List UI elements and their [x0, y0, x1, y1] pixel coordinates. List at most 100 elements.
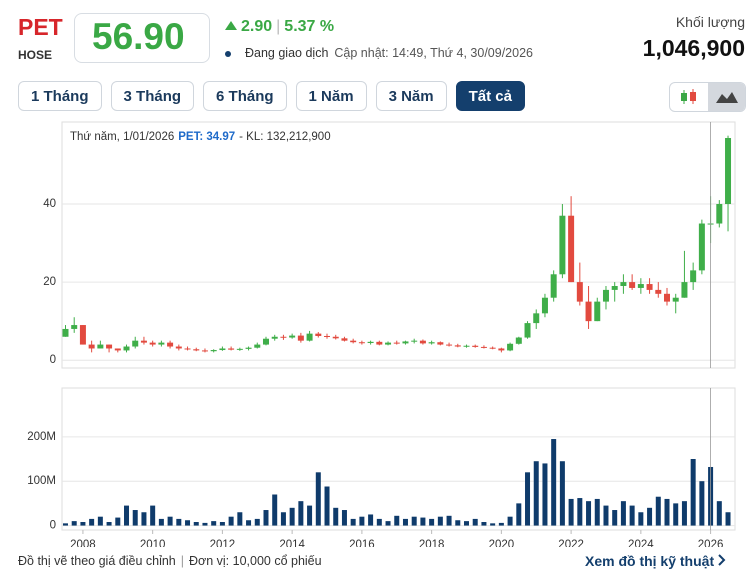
volume-bar [115, 517, 121, 526]
chart: 0 20 40 Thứ năm, 1/01/2026 PET: 34.97 - KL: 1… [27, 121, 736, 547]
candle-body [611, 286, 618, 290]
area-icon[interactable] [707, 83, 745, 111]
volume-bar [167, 516, 173, 526]
volume-bar [124, 505, 130, 526]
volume-bar [681, 501, 687, 526]
candle-body [254, 344, 261, 348]
volume-bar [612, 510, 618, 526]
volume-bar [568, 498, 574, 526]
volume-bar [368, 514, 374, 526]
candle-body [716, 204, 723, 224]
volume-bar [507, 516, 513, 526]
y-tick-label: 200M [27, 431, 56, 443]
volume-bar [690, 459, 696, 526]
volume-bar [516, 503, 522, 526]
candle-body [88, 344, 95, 349]
candle-body [376, 341, 383, 345]
candle-icon[interactable] [670, 83, 708, 111]
candle-body [393, 342, 400, 344]
volume-bar [80, 522, 86, 526]
volume-bar [228, 516, 234, 526]
volume-bar [542, 463, 548, 526]
candle-body [524, 323, 531, 338]
candle-body [428, 342, 435, 344]
candle-body [541, 297, 548, 314]
range-tab[interactable]: 1 Năm [295, 81, 367, 111]
candle-body [437, 342, 444, 345]
candle-body [228, 348, 235, 350]
link-text[interactable]: Xem đồ thị kỹ thuật [584, 553, 715, 569]
candle-body [515, 337, 522, 344]
candle-body [175, 346, 182, 349]
candle-body [463, 345, 470, 347]
candle-body [419, 340, 426, 344]
y-tick-label: 0 [50, 354, 56, 366]
candle-body [411, 340, 418, 342]
x-tick-label: 2022 [558, 539, 584, 547]
candle-body [472, 345, 479, 347]
candle-body [289, 335, 296, 338]
candle-body [71, 325, 78, 329]
range-tab[interactable]: 1 Tháng [18, 81, 102, 111]
range-tab[interactable]: 3 Năm [375, 81, 447, 111]
separator: | [276, 18, 281, 35]
candle-body [193, 349, 200, 351]
candle-body [184, 348, 191, 350]
volume-bar [429, 518, 435, 526]
volume-bar [376, 518, 382, 526]
volume-bar [315, 472, 321, 526]
volume-bar [394, 515, 400, 526]
candle-body [332, 336, 339, 339]
candle-body [350, 340, 357, 343]
candle-body [550, 274, 557, 298]
candle-body [123, 346, 130, 351]
candle-body [210, 350, 217, 352]
chart-type-toggle [669, 82, 746, 112]
panel-frame [61, 121, 736, 369]
technical-chart-link[interactable]: Xem đồ thị kỹ thuật [585, 553, 726, 569]
candle-body [454, 345, 461, 347]
volume-bar [533, 461, 539, 526]
price: 56.90 [92, 16, 185, 57]
x-tick-label: 2012 [210, 539, 236, 547]
range-tabs: 1 Tháng 3 Tháng 6 Tháng 1 Năm 3 Năm Tất cả [18, 81, 525, 111]
candle-body [594, 301, 601, 322]
candle-body [498, 348, 505, 351]
tooltip: Thứ năm, 1/01/2026 PET: 34.97 - KL: 132,21… [70, 131, 331, 143]
x-tick-label: 2016 [349, 539, 375, 547]
candle-body [637, 284, 644, 288]
candle-body [568, 215, 575, 283]
volume-bar [359, 516, 365, 526]
candle-body [367, 341, 374, 344]
volume-bar [463, 521, 469, 526]
volume-bar [559, 461, 565, 526]
candle-body [201, 350, 208, 352]
volume-bar [89, 518, 95, 526]
volume-bar [490, 523, 496, 526]
volume-bar [341, 510, 347, 526]
volume-bar [141, 512, 147, 526]
status: Đang giao dịch Cập nhật: 14:49, Thứ 4, 30… [225, 46, 533, 60]
candle-body [315, 333, 322, 336]
candle-body [140, 340, 147, 343]
candle-body [62, 328, 69, 337]
volume-bar [525, 472, 531, 526]
status-text: Đang giao dịch [245, 46, 329, 60]
candle-body [114, 348, 121, 351]
candle-body [262, 338, 269, 345]
y-tick-label: 40 [43, 198, 56, 210]
x-tick-label: 2026 [698, 539, 724, 547]
candle-body [271, 336, 278, 339]
volume-bar [481, 522, 487, 526]
candle-body [358, 342, 365, 344]
candle-body [149, 342, 156, 345]
range-tab[interactable]: 6 Tháng [203, 81, 287, 111]
volume-bar [254, 518, 260, 526]
range-tab[interactable]: 3 Tháng [110, 81, 195, 111]
tooltip-date: Thứ năm, 1/01/2026 [70, 131, 174, 143]
range-tab[interactable]: Tất cả [455, 81, 525, 111]
candle-body [306, 333, 313, 341]
tooltip-volume: - KL: 132,212,900 [239, 131, 330, 143]
volume-bar [280, 512, 286, 526]
volume-bar [219, 522, 225, 526]
